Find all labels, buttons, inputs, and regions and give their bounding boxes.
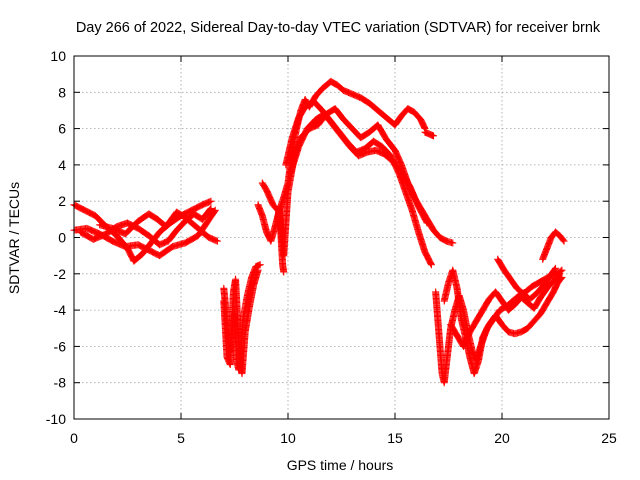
data-point (211, 207, 219, 215)
data-point (423, 219, 431, 227)
data-point (430, 132, 438, 140)
data-point (280, 268, 288, 276)
x-axis-title: GPS time / hours (287, 457, 394, 473)
chart-title: Day 266 of 2022, Sidereal Day-to-day VTE… (76, 20, 601, 36)
series-track-4 (96, 208, 221, 245)
data-point (256, 261, 264, 269)
data-point (427, 260, 435, 268)
series-track-15 (539, 228, 568, 263)
data-point (556, 270, 564, 278)
series-track-12 (440, 266, 566, 378)
y-tick-label: 8 (58, 84, 66, 100)
series-track-17 (421, 128, 438, 140)
y-tick-label: 6 (58, 121, 66, 137)
data-point (213, 237, 221, 245)
series-track-6 (220, 266, 262, 378)
x-tick-label: 25 (601, 430, 617, 446)
y-tick-label: -4 (54, 302, 67, 318)
data-point (427, 261, 435, 269)
data-point (449, 239, 457, 247)
data-point (560, 237, 568, 245)
x-tick-label: 5 (177, 430, 185, 446)
data-point (254, 266, 262, 274)
data-points (70, 77, 568, 387)
data-point (206, 205, 214, 213)
series-track-9 (282, 97, 435, 269)
y-tick-label: -6 (54, 338, 67, 354)
data-point (555, 271, 563, 279)
data-point (211, 206, 219, 214)
y-axis-title: SDTVAR / TECUs (6, 182, 22, 294)
x-tick-label: 15 (387, 430, 403, 446)
x-tick-label: 0 (70, 430, 78, 446)
data-point (422, 218, 430, 226)
series-track-14 (494, 255, 559, 303)
data-point (207, 197, 215, 205)
data-point (207, 204, 215, 212)
data-point (551, 265, 559, 273)
x-tick-label: 10 (280, 430, 296, 446)
series-track-10 (286, 110, 431, 227)
data-point (552, 264, 559, 272)
series-track-16 (273, 204, 288, 276)
tick-labels: 0 5 10 15 20 25 -10 -8 -6 -4 -2 0 2 4 6 8 10 (46, 48, 617, 446)
y-tick-label: 0 (58, 230, 66, 246)
y-tick-label: -10 (46, 411, 66, 427)
plot-frame (73, 55, 610, 420)
y-tick-label: -2 (54, 266, 67, 282)
y-tick-label: 4 (58, 157, 66, 173)
data-point (559, 236, 567, 244)
x-tick-label: 20 (494, 430, 510, 446)
data-point (558, 266, 566, 274)
series-track-8 (258, 105, 457, 260)
series-track-13 (447, 270, 564, 350)
y-tick-label: -8 (54, 375, 67, 391)
y-tick-label: 10 (50, 48, 66, 64)
y-tick-label: 2 (58, 193, 66, 209)
